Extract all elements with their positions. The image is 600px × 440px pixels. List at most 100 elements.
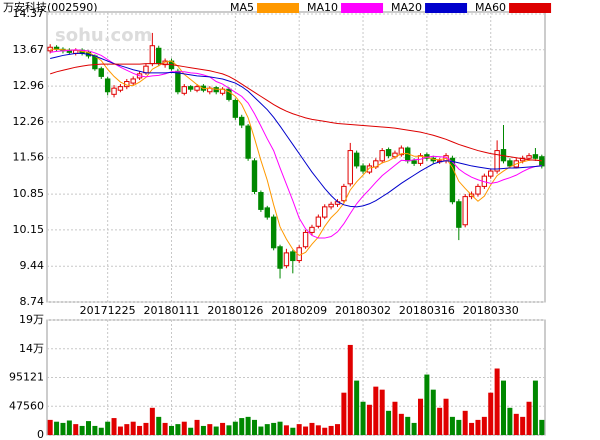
ma-line — [50, 49, 542, 239]
x-tick-label: 20180209 — [271, 304, 327, 317]
x-tick-label: 20171225 — [80, 304, 136, 317]
y-tick-label: 19万 — [19, 313, 44, 326]
candle-body — [92, 55, 98, 70]
volume-bar — [430, 389, 436, 435]
y-tick-label: 9.44 — [20, 259, 45, 272]
volume-bar — [149, 407, 155, 435]
candle-body — [175, 70, 181, 93]
candle-body — [309, 226, 315, 233]
volume-bar — [532, 380, 538, 435]
volume-bar — [315, 425, 321, 435]
candle-body — [194, 86, 200, 91]
volume-bar — [181, 421, 187, 435]
volume-bar — [475, 419, 481, 435]
ma-line — [50, 48, 542, 257]
candle-body — [156, 47, 162, 65]
volume-bar — [526, 401, 532, 435]
candle-body — [187, 86, 194, 90]
volume-bar — [469, 422, 475, 435]
volume-bar — [245, 416, 251, 435]
volume-bar — [398, 413, 404, 435]
volume-bar — [73, 424, 79, 435]
legend-label: MA20 — [391, 1, 422, 14]
volume-bar — [213, 426, 219, 435]
volume-bar — [111, 418, 117, 435]
volume-bar — [252, 419, 257, 435]
legend-label: MA60 — [475, 1, 506, 14]
candle-body — [104, 78, 111, 93]
ma-line — [50, 52, 542, 208]
legend-label: MA10 — [307, 1, 338, 14]
candle-body — [232, 99, 239, 118]
candle-body — [245, 125, 251, 159]
candle-body — [526, 155, 532, 159]
candle-body — [341, 185, 347, 202]
volume-bar — [443, 398, 449, 435]
candle-body — [264, 207, 270, 218]
candle-body — [449, 157, 456, 203]
volume-bar — [117, 426, 123, 435]
volume-bar — [373, 386, 379, 435]
legend-swatch — [509, 3, 552, 13]
candle-body — [143, 65, 149, 74]
volume-bar — [501, 380, 506, 435]
candle-body — [213, 87, 219, 93]
watermark: sohu.com — [55, 25, 152, 46]
y-tick-label: 11.56 — [13, 151, 45, 164]
x-tick-label: 20180111 — [144, 304, 200, 317]
y-tick-label: 10.15 — [13, 223, 45, 236]
volume-bar — [366, 404, 372, 435]
volume-bar — [200, 425, 206, 435]
y-tick-label: 12.96 — [13, 79, 45, 92]
volume-bar — [47, 419, 53, 435]
candle-body — [290, 251, 296, 262]
volume-bar — [79, 425, 85, 435]
candle-body — [117, 86, 124, 91]
volume-bar — [462, 410, 468, 435]
volume-bar — [481, 416, 487, 435]
volume-bar — [283, 425, 289, 435]
y-tick-label: 10.85 — [13, 187, 45, 200]
volume-bar — [290, 427, 296, 435]
volume-bar — [66, 420, 72, 435]
candle-body — [366, 165, 373, 173]
volume-bar — [156, 416, 162, 435]
volume-bar — [507, 407, 513, 435]
volume-bar — [328, 425, 334, 435]
candle-body — [277, 246, 283, 269]
y-tick-label: 14万 — [19, 342, 44, 355]
candle-body — [315, 216, 322, 227]
y-tick-label: 13.67 — [13, 43, 45, 56]
candle-body — [322, 206, 328, 218]
candle-body — [270, 216, 277, 249]
legend-swatch — [341, 3, 384, 13]
volume-bar — [513, 413, 519, 435]
volume-bar — [449, 416, 455, 435]
candle-body — [456, 201, 462, 228]
candle-body — [532, 154, 539, 159]
candle-body — [328, 203, 334, 208]
candle-body — [251, 160, 258, 193]
legend-swatch — [425, 3, 468, 13]
candle-body — [475, 185, 481, 195]
volume-bar — [54, 421, 60, 435]
candle-body — [283, 252, 290, 267]
volume-bar — [169, 425, 174, 435]
x-tick-label: 20180302 — [335, 304, 391, 317]
volume-bar — [98, 427, 104, 435]
y-tick-label: 0 — [37, 428, 44, 440]
candle-body — [111, 87, 117, 95]
ma-line — [50, 63, 542, 162]
candle-body — [226, 88, 232, 100]
y-tick-label: 12.26 — [13, 115, 45, 128]
volume-bar — [456, 419, 462, 435]
chart-title: 万安科技(002590) — [3, 0, 98, 14]
volume-bar — [124, 424, 130, 435]
volume-bar — [405, 416, 411, 435]
candle-body — [360, 165, 366, 172]
y-tick-label: 47560 — [9, 399, 44, 412]
candle-body — [347, 150, 353, 185]
candle-body — [258, 192, 264, 210]
volume-bar — [162, 422, 168, 435]
